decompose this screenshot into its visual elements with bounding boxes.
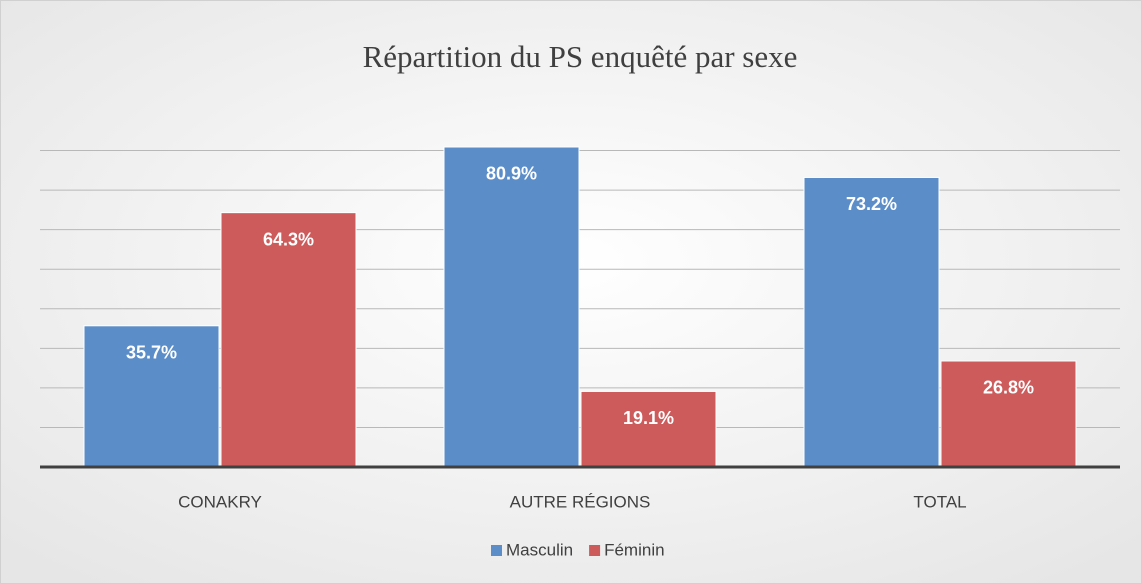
data-label: 73.2% [846, 194, 897, 214]
legend-swatch [491, 545, 502, 556]
legend-label: Masculin [506, 540, 573, 559]
bar [940, 360, 1077, 468]
bar [443, 146, 580, 468]
bar [220, 212, 357, 468]
legend-swatch [589, 545, 601, 556]
bar [580, 390, 717, 468]
x-tick-label: AUTRE RÉGIONS [510, 492, 651, 511]
data-label: 64.3% [263, 229, 314, 249]
x-tick-label: TOTAL [913, 492, 966, 511]
bar [803, 176, 940, 468]
data-label: 26.8% [983, 378, 1034, 398]
bar [83, 325, 220, 468]
data-label: 80.9% [486, 164, 537, 184]
data-label: 35.7% [126, 343, 177, 363]
legend-label: Féminin [604, 540, 664, 559]
x-tick-label: CONAKRY [178, 492, 262, 511]
data-label: 19.1% [623, 408, 674, 428]
chart-title: Répartition du PS enquêté par sexe [363, 39, 798, 74]
